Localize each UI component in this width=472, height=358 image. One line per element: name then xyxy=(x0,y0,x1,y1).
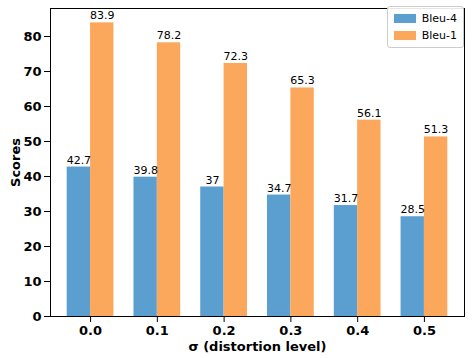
svg-text:28.5: 28.5 xyxy=(401,203,426,216)
svg-text:70: 70 xyxy=(23,64,41,79)
svg-text:72.3: 72.3 xyxy=(224,50,249,63)
html-text:Bleu-1: Bleu-1 xyxy=(421,29,457,42)
svg-text:0.1: 0.1 xyxy=(146,323,169,338)
svg-text:78.2: 78.2 xyxy=(157,29,182,42)
svg-text:20: 20 xyxy=(23,239,41,254)
svg-text:83.9: 83.9 xyxy=(90,9,115,22)
svg-text:0.4: 0.4 xyxy=(346,323,369,338)
svg-text:80: 80 xyxy=(23,29,41,44)
svg-text:31.7: 31.7 xyxy=(334,192,359,205)
svg-text:60: 60 xyxy=(23,99,41,114)
svg-text:65.3: 65.3 xyxy=(290,74,315,87)
svg-text:0.2: 0.2 xyxy=(213,323,236,338)
svg-text:37: 37 xyxy=(205,174,219,187)
svg-text:0: 0 xyxy=(32,309,41,324)
svg-text:40: 40 xyxy=(23,169,41,184)
svg-text:51.3: 51.3 xyxy=(424,123,449,136)
svg-text:50: 50 xyxy=(23,134,41,149)
svg-text:0.5: 0.5 xyxy=(413,323,436,338)
html-text:Bleu-4: Bleu-4 xyxy=(421,12,457,25)
svg-text:0.3: 0.3 xyxy=(279,323,302,338)
svg-text:56.1: 56.1 xyxy=(357,107,382,120)
svg-text:30: 30 xyxy=(23,204,41,219)
svg-text:39.8: 39.8 xyxy=(133,164,158,177)
svg-text:σ (distortion level): σ (distortion level) xyxy=(189,339,327,354)
svg-text:0.0: 0.0 xyxy=(79,323,102,338)
svg-text:Scores: Scores xyxy=(8,138,23,187)
svg-text:42.7: 42.7 xyxy=(67,154,92,167)
svg-text:34.7: 34.7 xyxy=(267,182,292,195)
svg-text:10: 10 xyxy=(23,274,41,289)
